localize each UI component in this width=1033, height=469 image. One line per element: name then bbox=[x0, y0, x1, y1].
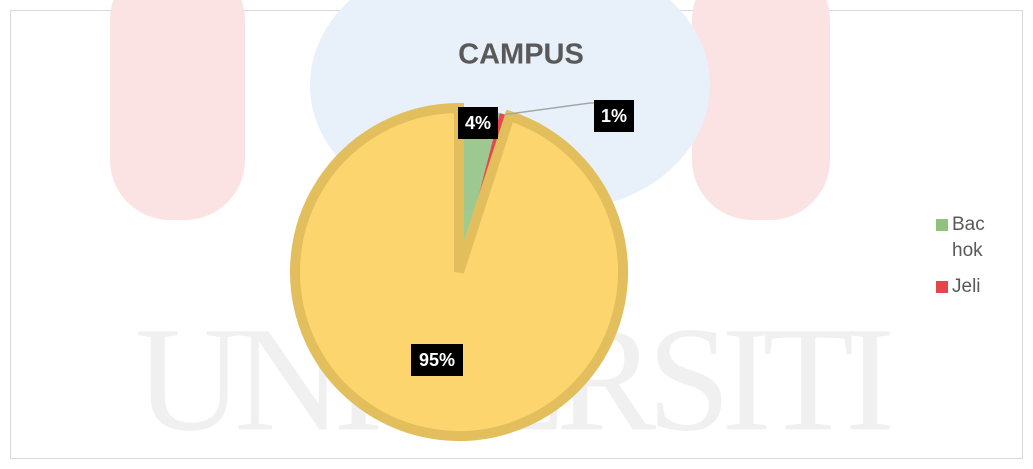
legend-swatch bbox=[936, 219, 948, 231]
data-label-box bbox=[411, 344, 463, 376]
legend-entry: Jeli bbox=[936, 274, 992, 300]
chart-title: CAMPUS bbox=[458, 39, 584, 71]
legend-swatch bbox=[936, 281, 948, 293]
data-label: 1% bbox=[601, 106, 627, 126]
pie-slice bbox=[290, 102, 628, 441]
legend-label: Jeli bbox=[952, 276, 981, 297]
watermark-shape bbox=[110, 0, 245, 220]
legend-entry: Bachok bbox=[936, 212, 992, 264]
data-label: 95% bbox=[419, 350, 455, 370]
data-label-box bbox=[458, 107, 498, 139]
watermark-shape bbox=[692, 0, 830, 220]
legend: Bachok Jeli bbox=[936, 212, 992, 310]
legend-label: Bachok bbox=[952, 214, 985, 261]
data-label-box bbox=[594, 100, 634, 132]
data-label: 4% bbox=[465, 113, 491, 133]
